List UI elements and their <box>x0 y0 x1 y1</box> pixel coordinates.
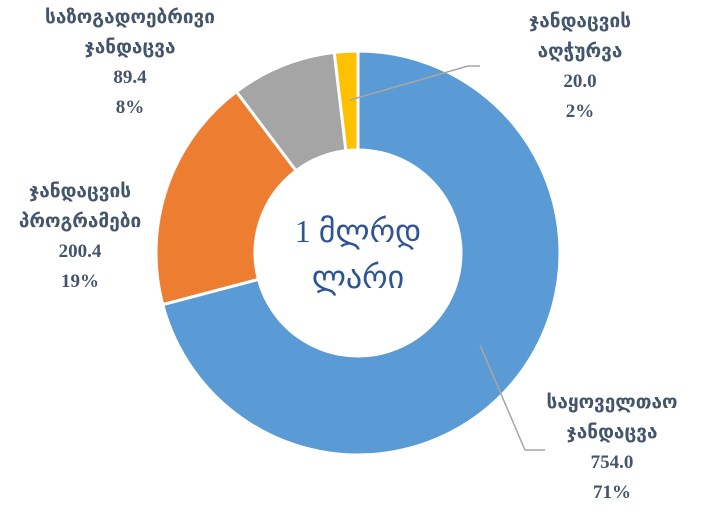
percent-label: 19% <box>61 271 99 292</box>
data-label: საზოგადოებრივი ჯანდაცვა 89.4 8% <box>30 3 230 123</box>
data-label: საყოველთაო ჯანდაცვა 754.0 71% <box>512 388 712 508</box>
center-text: 1 მლრდ ლარი <box>294 213 422 295</box>
category-label: საყოველთაო ჯანდაცვა <box>546 392 678 443</box>
data-label: ჯანდაცვის პროგრამები 200.4 19% <box>0 177 180 297</box>
value-label: 754.0 <box>590 452 634 473</box>
percent-label: 2% <box>565 101 595 122</box>
leader-line <box>479 344 545 451</box>
category-label: ჯანდაცვის აღჭურვა <box>529 11 631 62</box>
donut-segment <box>154 89 299 307</box>
leader-line <box>349 65 480 101</box>
percent-label: 71% <box>593 482 631 503</box>
data-label: ჯანდაცვის აღჭურვა 20.0 2% <box>480 7 680 127</box>
category-label: ჯანდაცვის პროგრამები <box>18 181 142 232</box>
value-label: 200.4 <box>58 241 102 262</box>
donut-segment <box>160 49 562 457</box>
percent-label: 8% <box>115 97 145 118</box>
value-label: 20.0 <box>563 71 597 92</box>
value-label: 89.4 <box>113 67 147 88</box>
category-label: საზოგადოებრივი ჯანდაცვა <box>45 7 215 58</box>
donut-segment <box>234 50 348 173</box>
